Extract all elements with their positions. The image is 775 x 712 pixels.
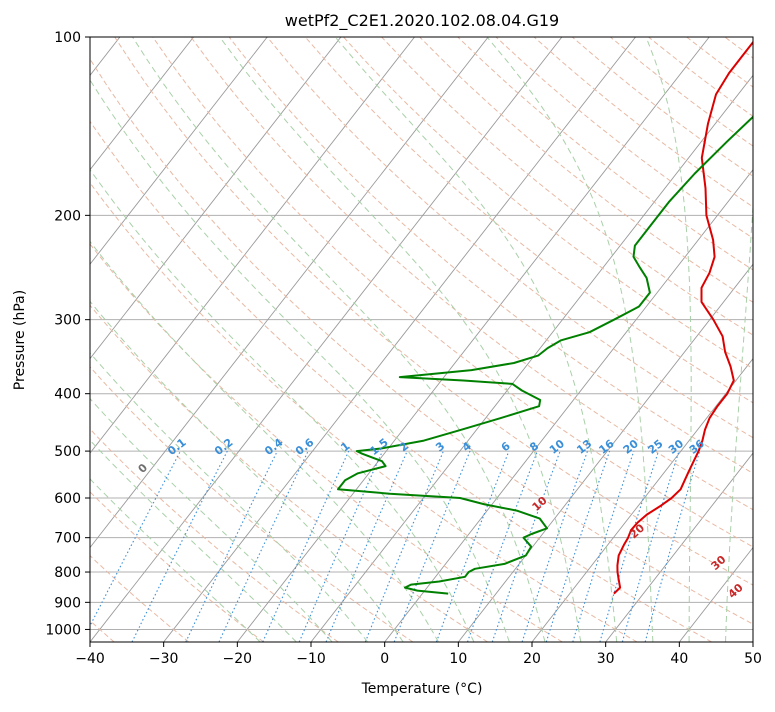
- y-tick-label: 300: [54, 313, 81, 329]
- x-tick-label: −40: [75, 651, 105, 667]
- x-tick-label: 0: [380, 651, 389, 667]
- x-tick-label: −30: [149, 651, 179, 667]
- x-tick-label: −10: [296, 651, 326, 667]
- x-tick-label: 50: [744, 651, 762, 667]
- x-tick-label: 40: [670, 651, 688, 667]
- y-tick-label: 600: [54, 491, 81, 507]
- chart-title: wetPf2_C2E1.2020.102.08.04.G19: [285, 11, 559, 31]
- y-tick-label: 400: [54, 387, 81, 403]
- y-tick-label: 100: [54, 30, 81, 46]
- y-tick-label: 500: [54, 444, 81, 460]
- y-tick-label: 700: [54, 531, 81, 547]
- x-axis-label: Temperature (°C): [361, 681, 483, 697]
- y-tick-label: 200: [54, 208, 81, 224]
- x-tick-label: 20: [523, 651, 541, 667]
- y-tick-label: 900: [54, 595, 81, 611]
- y-axis-label: Pressure (hPa): [12, 290, 28, 390]
- x-tick-label: 30: [597, 651, 615, 667]
- y-tick-label: 1000: [45, 622, 81, 638]
- x-tick-label: −20: [223, 651, 253, 667]
- y-tick-label: 800: [54, 565, 81, 581]
- x-tick-label: 10: [449, 651, 467, 667]
